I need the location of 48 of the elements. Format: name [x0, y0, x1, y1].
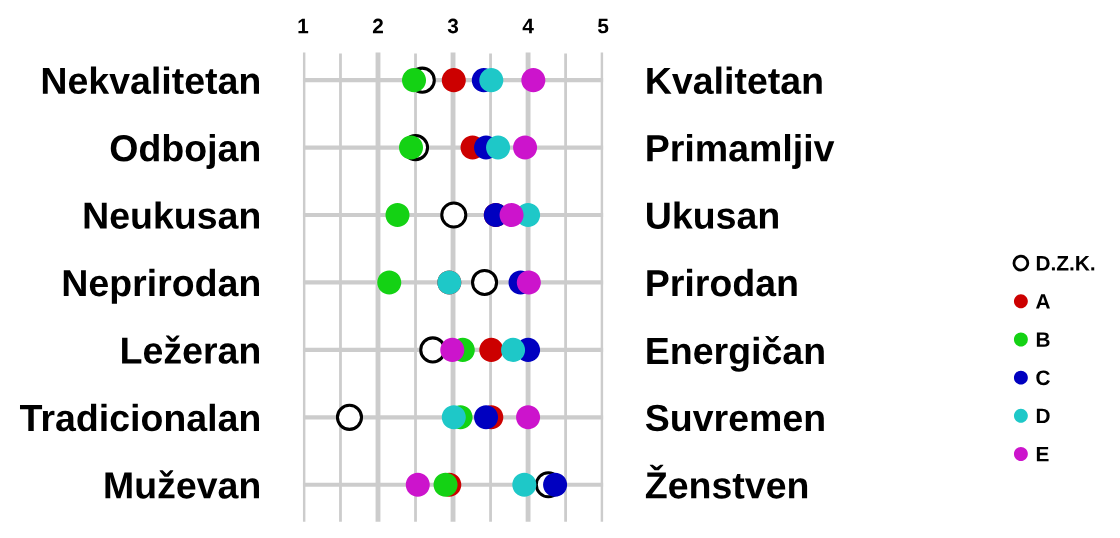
y-tick-label: Ležeran [122, 335, 259, 364]
x-tick-label: 5 [597, 18, 609, 34]
point [479, 68, 504, 93]
point [441, 405, 466, 430]
y-tick-label: Odbojan [110, 133, 259, 169]
point [401, 68, 427, 93]
y-tick-label: Muževan [105, 470, 259, 499]
y2-tick-label: Kvalitetan [647, 66, 822, 95]
point [385, 202, 410, 228]
legend-label: C [1036, 370, 1050, 386]
point [513, 135, 538, 160]
point [441, 68, 466, 93]
point [501, 337, 526, 362]
y-tick-label: Neukusan [84, 201, 259, 229]
y2-tick-label: Ukusan [647, 201, 778, 229]
y2-tick-label: Suvremen [645, 404, 824, 432]
point [405, 472, 430, 497]
y-tick-label: Tradicionalan [19, 403, 259, 432]
legend-label: D.Z.K. [1036, 256, 1095, 271]
y2-tick-label: Energičan [647, 335, 824, 372]
legend-label: B [1036, 332, 1050, 347]
x-tick-label: 2 [372, 18, 383, 34]
point [440, 337, 465, 362]
x-tick-label: 4 [522, 18, 534, 34]
point [471, 268, 499, 297]
point [377, 270, 402, 295]
point [512, 472, 537, 497]
y-tick-label: Nekvalitetan [42, 66, 259, 95]
point [516, 270, 541, 295]
y2-tick-label: Ženstven [645, 464, 808, 499]
point [543, 472, 568, 497]
point [499, 202, 524, 228]
point [479, 337, 504, 362]
point [521, 68, 546, 93]
y-tick-label: Neprirodan [63, 268, 259, 304]
point [474, 405, 499, 430]
point [335, 403, 364, 431]
x-tick-label: 1 [298, 18, 309, 34]
legend-label: E [1036, 446, 1049, 462]
point [516, 405, 541, 430]
point [440, 201, 468, 229]
legend-label: A [1035, 294, 1050, 309]
point [486, 135, 511, 160]
y2-tick-label: Primamljiv [647, 133, 835, 169]
legend-label: D [1036, 408, 1050, 424]
point [398, 135, 424, 160]
x-tick-label: 3 [447, 18, 459, 34]
y2-tick-label: Prirodan [647, 268, 797, 297]
